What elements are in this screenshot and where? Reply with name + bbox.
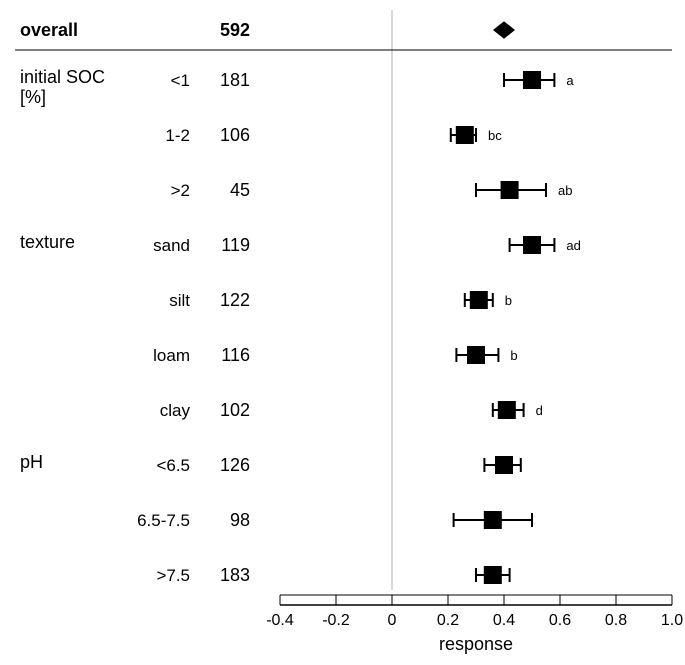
- row-n: 102: [220, 400, 250, 420]
- group-label: texture: [20, 232, 75, 252]
- row-n: 119: [221, 235, 250, 255]
- row-n: 183: [220, 565, 250, 585]
- row-level: silt: [169, 291, 190, 310]
- x-tick-label: 0: [388, 612, 397, 629]
- row-level: >2: [171, 181, 190, 200]
- row-letter: b: [505, 293, 512, 308]
- group-label: initial SOC: [20, 67, 105, 87]
- row-level: sand: [153, 236, 190, 255]
- row-letter: ad: [566, 238, 580, 253]
- row-letter: ab: [558, 183, 572, 198]
- row-n: 98: [230, 510, 250, 530]
- row-level: >7.5: [156, 566, 190, 585]
- row-square: [501, 181, 519, 199]
- forest-plot-svg: overall 592 initial SOC[%] <1 181 a 1-2 106 bc >2…: [0, 0, 685, 665]
- row-square: [470, 291, 488, 309]
- row-level: <1: [171, 71, 190, 90]
- row-letter: d: [536, 403, 543, 418]
- row-square: [523, 71, 541, 89]
- row-letter: b: [510, 348, 517, 363]
- x-tick-label: 0.4: [493, 612, 515, 629]
- group-sublabel: [%]: [20, 87, 46, 107]
- overall-label: overall: [20, 20, 78, 40]
- row-square: [456, 126, 474, 144]
- forest-plot-figure: overall 592 initial SOC[%] <1 181 a 1-2 106 bc >2…: [0, 0, 685, 665]
- row-n: 45: [230, 180, 250, 200]
- row-n: 181: [220, 70, 250, 90]
- x-tick-label: -0.2: [322, 612, 350, 629]
- row-level: 6.5-7.5: [137, 511, 190, 530]
- row-n: 116: [221, 345, 250, 365]
- row-square: [495, 456, 513, 474]
- overall-n: 592: [220, 20, 250, 40]
- row-square: [498, 401, 516, 419]
- x-tick-label: 0.6: [549, 612, 571, 629]
- row-letter: bc: [488, 128, 502, 143]
- x-tick-label: 1.0: [661, 612, 683, 629]
- row-level: clay: [160, 401, 191, 420]
- row-square: [523, 236, 541, 254]
- row-level: <6.5: [156, 456, 190, 475]
- row-square: [484, 511, 502, 529]
- row-level: 1-2: [165, 126, 190, 145]
- row-n: 122: [220, 290, 250, 310]
- overall-diamond: [493, 21, 515, 39]
- row-n: 126: [220, 455, 250, 475]
- x-tick-label: 0.8: [605, 612, 627, 629]
- row-n: 106: [220, 125, 250, 145]
- row-square: [467, 346, 485, 364]
- row-letter: a: [566, 73, 574, 88]
- x-tick-label: -0.4: [266, 612, 294, 629]
- x-tick-label: 0.2: [437, 612, 459, 629]
- row-square: [484, 566, 502, 584]
- x-axis-label: response: [439, 634, 513, 654]
- group-label: pH: [20, 452, 43, 472]
- row-level: loam: [153, 346, 190, 365]
